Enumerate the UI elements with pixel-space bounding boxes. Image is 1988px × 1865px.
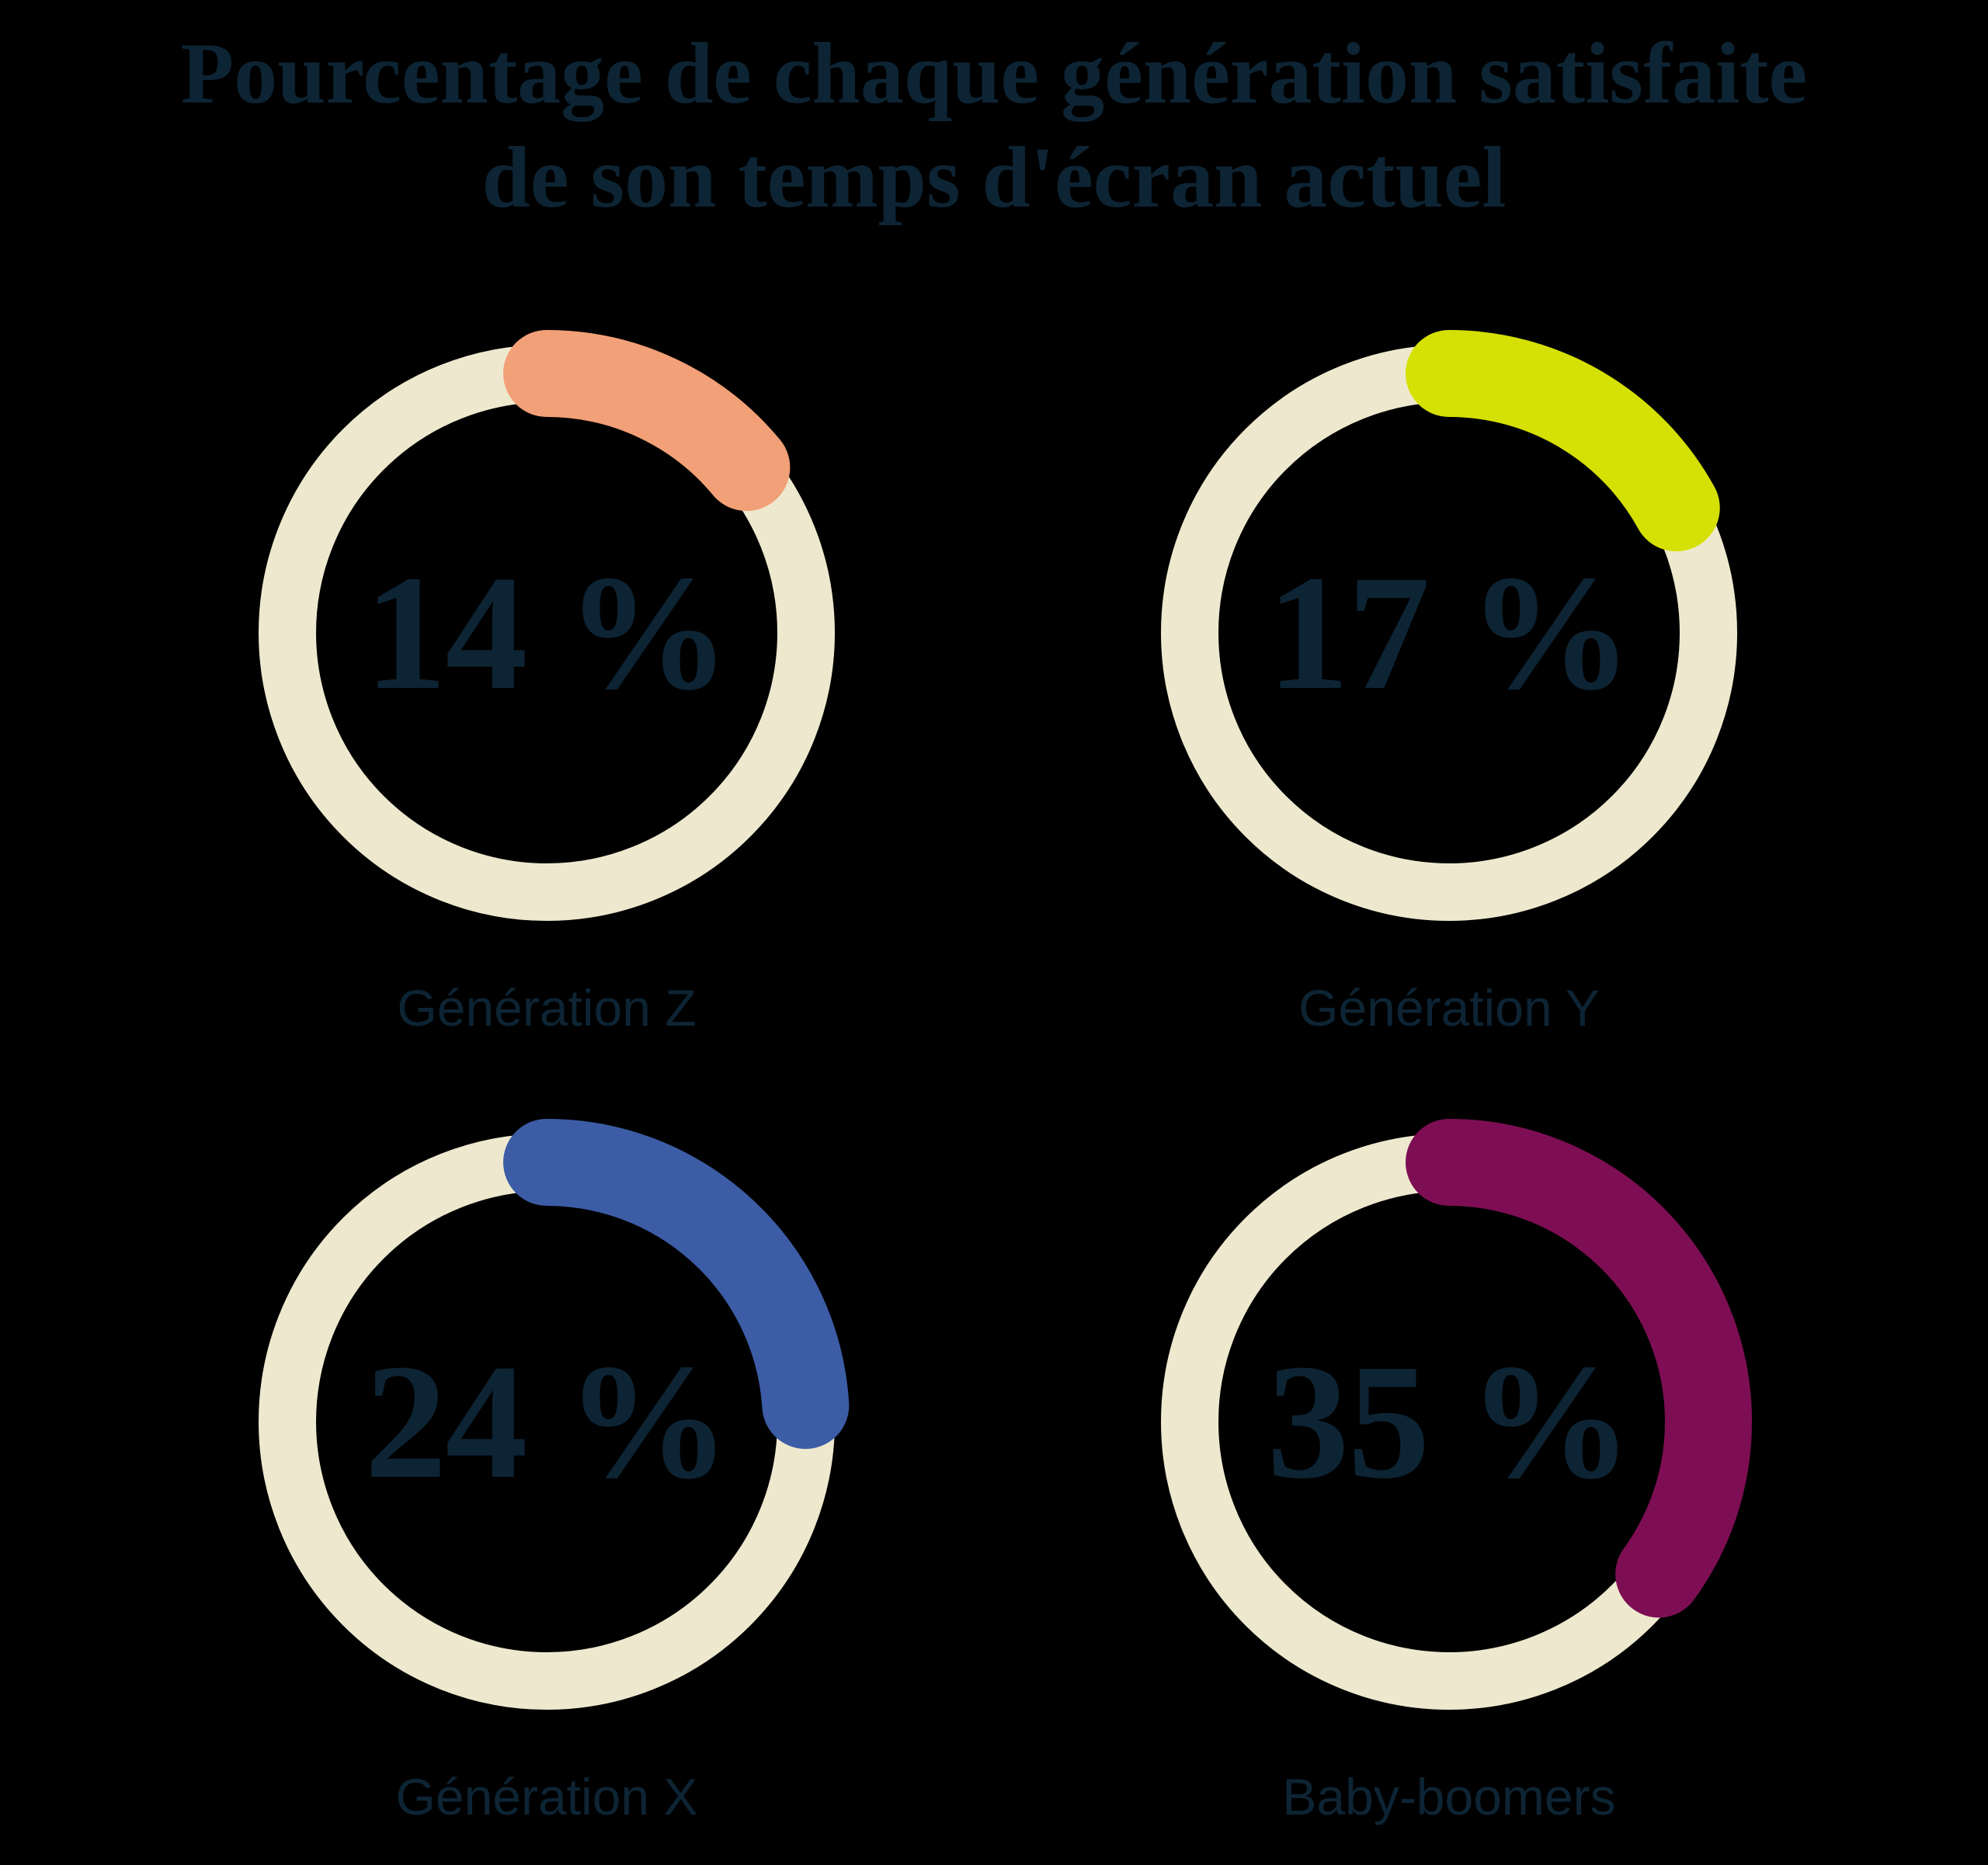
donut-chart xyxy=(1146,330,1752,936)
donut-label: Génération Z xyxy=(397,979,697,1037)
donut-value: 14 % xyxy=(364,541,731,724)
donut-value: 24 % xyxy=(364,1330,731,1512)
donut-value: 17 % xyxy=(1267,541,1633,724)
donut-chart xyxy=(1146,1119,1752,1724)
donut-arc xyxy=(1146,330,1752,936)
donut-label: Génération X xyxy=(395,1768,698,1825)
donut-cell-generation-x: 24 % Génération X xyxy=(240,1115,853,1865)
donut-label: Génération Y xyxy=(1298,979,1600,1037)
donut-chart xyxy=(244,330,850,936)
donut-arc xyxy=(1146,1119,1752,1724)
donut-cell-baby-boomers: 35 % Baby-boomers xyxy=(1142,1115,1756,1865)
donut-label: Baby-boomers xyxy=(1282,1768,1616,1825)
donut-value: 35 % xyxy=(1267,1330,1633,1512)
donut-chart xyxy=(244,1119,850,1724)
donut-cell-generation-z: 14 % Génération Z xyxy=(240,326,853,1087)
donut-arc xyxy=(244,1119,850,1724)
donut-arc xyxy=(244,330,850,936)
donut-cell-generation-y: 17 % Génération Y xyxy=(1142,326,1756,1087)
chart-title: Pourcentage de chaque génération satisfa… xyxy=(180,26,1808,227)
